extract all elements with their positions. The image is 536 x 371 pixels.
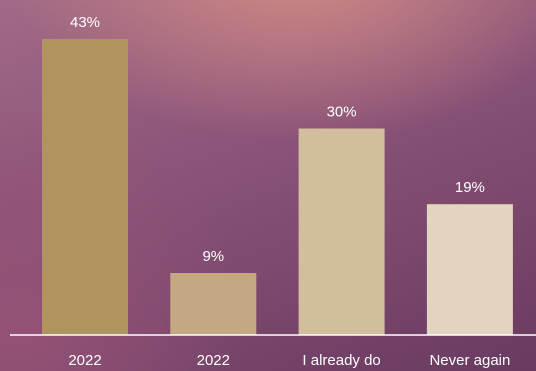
labels-group: 43% 2022 9% 2022 30% I already do 19% Never aga… xyxy=(68,14,510,369)
category-label-1: 2022 xyxy=(68,352,101,369)
bar-3 xyxy=(298,128,385,335)
category-label-4: Never again xyxy=(429,352,510,369)
bar-4 xyxy=(426,204,513,335)
value-label-3: 30% xyxy=(327,104,357,121)
bar-1 xyxy=(42,39,128,335)
category-label-2: 2022 xyxy=(197,352,230,369)
bars-group xyxy=(42,39,513,335)
category-label-3: I already do xyxy=(302,352,380,369)
bar-2 xyxy=(170,273,257,335)
value-label-1: 43% xyxy=(70,14,100,31)
value-label-4: 19% xyxy=(455,179,485,196)
value-label-2: 9% xyxy=(202,248,224,265)
